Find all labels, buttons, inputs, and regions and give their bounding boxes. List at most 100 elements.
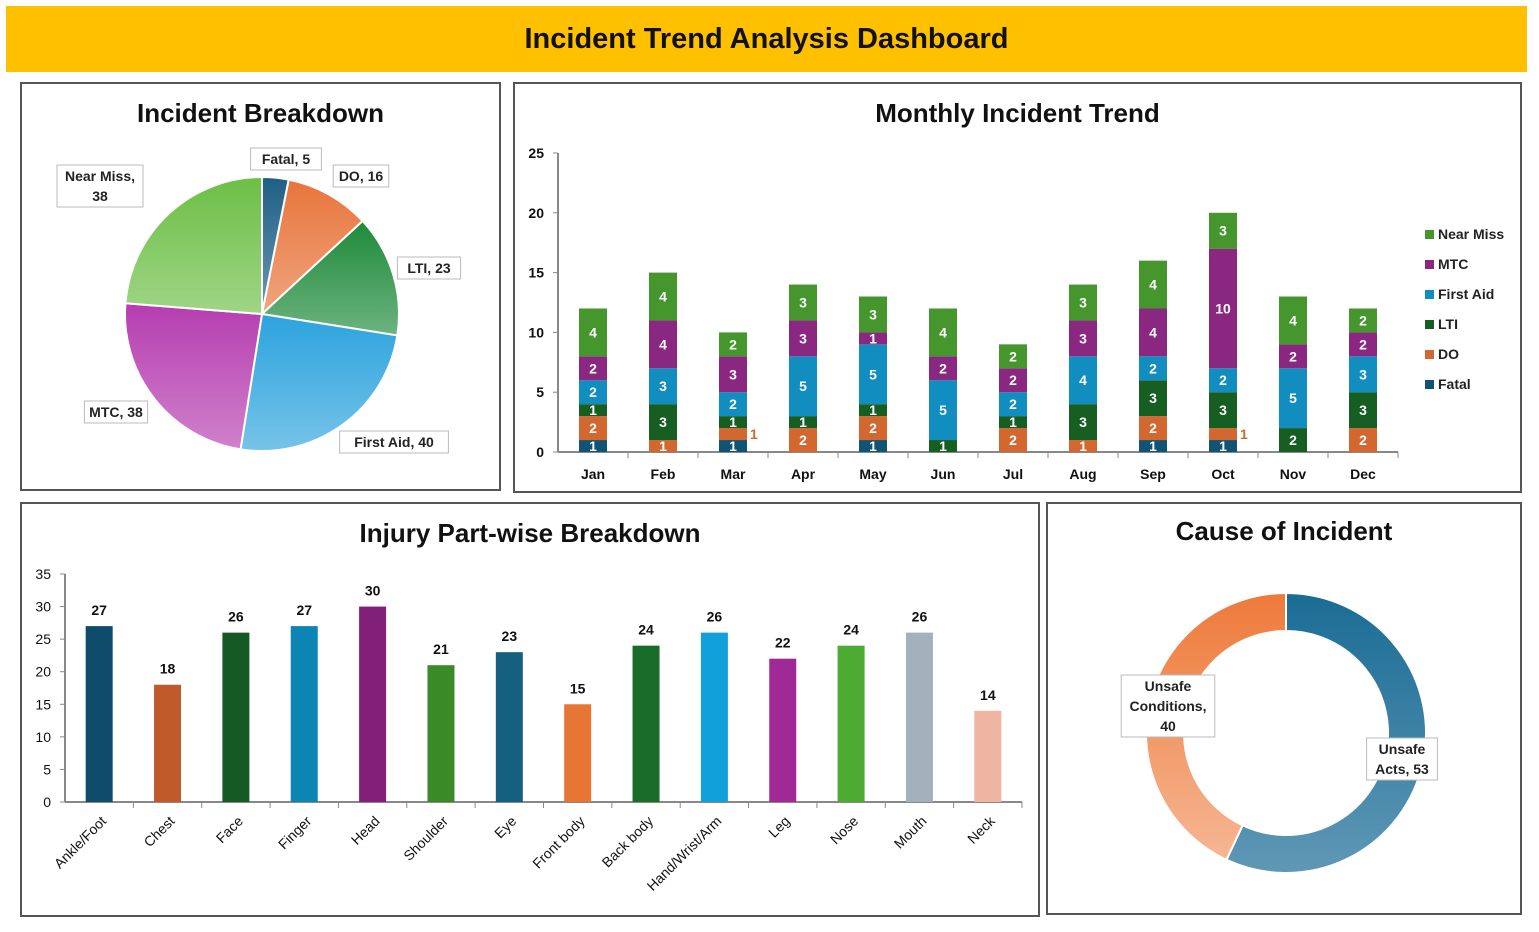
data-label: 3	[1079, 330, 1087, 346]
bar-chest	[154, 684, 182, 802]
pie-data-label-box	[56, 164, 144, 208]
pie-data-label: LTI, 23	[407, 260, 451, 276]
data-label: 24	[843, 622, 859, 638]
bar-segment-lti	[719, 416, 747, 429]
data-label: 27	[91, 602, 107, 618]
bar-segment-do	[1069, 440, 1097, 452]
data-label: 26	[707, 609, 723, 625]
bar-segment-fatal	[1209, 440, 1237, 452]
data-label: 26	[228, 609, 244, 625]
data-label: 18	[160, 661, 176, 677]
bar-segment-mtc	[1279, 344, 1307, 369]
data-label: 2	[1149, 360, 1157, 376]
bar-segment-near-miss	[789, 284, 817, 321]
incident-breakdown-panel: Incident Breakdown Fatal, 5 DO, 16 LTI, 23…	[20, 82, 501, 491]
bar-segment-near-miss	[1279, 296, 1307, 345]
data-label: 3	[659, 414, 667, 430]
data-label: 21	[433, 641, 449, 657]
data-label: 2	[1009, 396, 1017, 412]
bar-segment-first-aid	[1069, 356, 1097, 405]
chart-title: Incident Breakdown	[136, 98, 385, 128]
bar-segment-mtc	[859, 332, 887, 345]
pie-data-label: DO, 16	[339, 168, 384, 184]
y-tick-label: 5	[536, 384, 544, 400]
y-tick-label: 0	[536, 444, 544, 460]
data-label: 2	[1289, 348, 1297, 364]
bar-segment-do	[1209, 428, 1237, 441]
x-tick-label: Mar	[721, 466, 746, 482]
bar-segment-fatal	[579, 440, 607, 452]
donut-data-label: Unsafe	[1379, 741, 1426, 757]
x-tick-label: Hand/Wrist/Arm	[644, 813, 725, 894]
data-label: 1	[659, 438, 667, 454]
pie-slice-do	[260, 178, 365, 317]
data-label: 3	[799, 330, 807, 346]
y-tick-label: 5	[43, 761, 51, 777]
y-tick-label: 10	[528, 324, 544, 340]
bar-segment-lti	[579, 404, 607, 417]
x-tick-label: Sep	[1140, 466, 1166, 482]
data-label: 23	[502, 628, 518, 644]
x-tick-label: Mouth	[891, 813, 930, 852]
pie-data-label-box	[83, 400, 149, 424]
y-tick-label: 15	[35, 696, 51, 712]
x-tick-label: Eye	[491, 813, 520, 842]
pie-data-label: 38	[92, 188, 108, 204]
cause-donut-chart: Unsafe Acts, 53 Unsafe Conditions, 40	[1120, 591, 1438, 874]
bar-segment-mtc	[789, 320, 817, 357]
data-label: 1	[1079, 438, 1087, 454]
data-label: 4	[589, 324, 597, 340]
x-tick-label: Chest	[140, 813, 177, 850]
data-label: 4	[1149, 324, 1157, 340]
data-label: 5	[1289, 390, 1297, 406]
x-tick-label: Apr	[791, 466, 816, 482]
bar-segment-lti	[1139, 380, 1167, 417]
x-tick-label: Back body	[599, 813, 657, 871]
bar-ankle-foot	[85, 626, 113, 802]
bar-segment-lti	[1279, 428, 1307, 452]
data-label: 1	[799, 414, 807, 430]
bar-segment-mtc	[579, 356, 607, 381]
y-tick-label: 30	[35, 599, 51, 615]
data-label: 27	[296, 602, 312, 618]
pie-data-label-box	[339, 430, 449, 454]
x-tick-label: Shoulder	[400, 813, 451, 864]
x-tick-label: Jan	[581, 466, 605, 482]
data-label: 5	[799, 378, 807, 394]
data-label: 1	[869, 330, 877, 346]
donut-data-label: Acts, 53	[1375, 761, 1429, 777]
data-label: 15	[570, 680, 586, 696]
chart-title: Cause of Incident	[1175, 516, 1393, 546]
data-label: 1	[1240, 426, 1248, 442]
data-label: 4	[659, 289, 667, 305]
data-label: 4	[659, 336, 667, 352]
donut-slice-unsafe-conditions	[1145, 591, 1287, 862]
data-label: 26	[912, 609, 928, 625]
x-tick-label: May	[859, 466, 886, 482]
bar-segment-first-aid	[1139, 356, 1167, 381]
data-label: 3	[729, 366, 737, 382]
bar-back-body	[632, 645, 660, 802]
data-label: 2	[1359, 336, 1367, 352]
bar-segment-mtc	[999, 368, 1027, 393]
data-label: 3	[1079, 414, 1087, 430]
bar-segment-first-aid	[999, 392, 1027, 417]
bar-segment-first-aid	[1209, 368, 1237, 393]
bar-segment-do	[1139, 416, 1167, 441]
bar-segment-fatal	[859, 440, 887, 452]
data-label: 1	[589, 438, 597, 454]
legend-label: MTC	[1438, 256, 1468, 272]
bar-segment-near-miss	[859, 296, 887, 333]
legend-swatch	[1425, 230, 1434, 239]
injury-bar-chart: 0 5 10 15 20 25 30 35 27 Ankle/Foot 18 Chest 26 Face 2…	[35, 566, 1023, 894]
bar-leg	[769, 658, 797, 802]
pie-data-label: Fatal, 5	[262, 151, 310, 167]
bar-segment-near-miss	[999, 344, 1027, 369]
y-tick-label: 25	[35, 631, 51, 647]
legend-label: First Aid	[1438, 286, 1494, 302]
donut-slice-unsafe-acts	[1225, 591, 1427, 874]
legend-swatch	[1425, 320, 1434, 329]
dashboard-title: Incident Trend Analysis Dashboard	[6, 6, 1527, 72]
data-label: 2	[1219, 372, 1227, 388]
y-tick-label: 20	[35, 664, 51, 680]
